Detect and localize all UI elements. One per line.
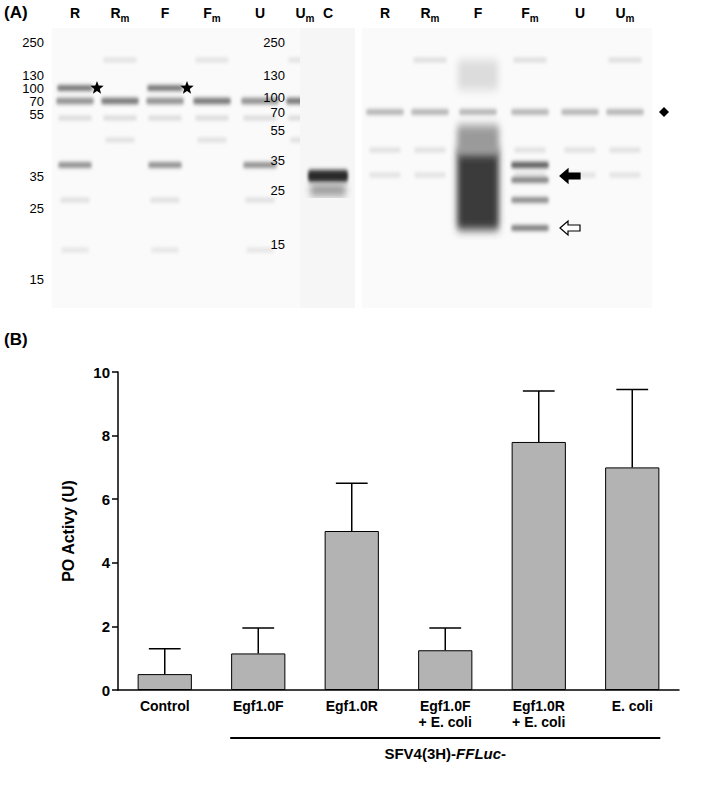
svg-text:PO Activy (U): PO Activy (U)	[60, 480, 77, 582]
svg-text:10: 10	[93, 364, 110, 381]
svg-text:Um: Um	[295, 5, 314, 24]
svg-text:Rm: Rm	[110, 5, 129, 24]
svg-text:100: 100	[263, 90, 285, 105]
svg-text:C: C	[323, 5, 333, 21]
svg-text:Control: Control	[140, 698, 190, 714]
svg-text:0: 0	[102, 682, 110, 699]
svg-text:U: U	[575, 5, 585, 21]
svg-text:130: 130	[22, 68, 44, 83]
svg-text:Rm: Rm	[420, 5, 439, 24]
svg-text:Egf1.0R: Egf1.0R	[513, 698, 565, 714]
svg-text:55: 55	[271, 123, 285, 138]
svg-text:(B): (B)	[4, 330, 28, 349]
svg-text:25: 25	[271, 183, 285, 198]
svg-text:R: R	[380, 5, 390, 21]
svg-text:70: 70	[29, 94, 44, 109]
svg-text:+ E. coli: + E. coli	[512, 714, 565, 730]
svg-text:-: -	[501, 745, 506, 762]
svg-text:R: R	[70, 5, 80, 21]
svg-text:4: 4	[102, 554, 111, 571]
svg-text:+ E. coli: + E. coli	[419, 714, 472, 730]
svg-text:Fm: Fm	[521, 5, 539, 24]
svg-text:130: 130	[263, 68, 285, 83]
svg-text:55: 55	[30, 107, 44, 122]
svg-text:Egf1.0F: Egf1.0F	[233, 698, 284, 714]
svg-text:70: 70	[271, 105, 285, 120]
svg-text:Um: Um	[615, 5, 634, 24]
svg-text:250: 250	[263, 35, 285, 50]
svg-text:15: 15	[30, 272, 44, 287]
svg-text:SFV4(3H)-: SFV4(3H)-	[384, 745, 456, 762]
svg-text:250: 250	[22, 35, 44, 50]
svg-text:6: 6	[102, 491, 110, 508]
svg-text:U: U	[255, 5, 265, 21]
svg-text:100: 100	[22, 81, 44, 96]
svg-text:FFLuc: FFLuc	[456, 745, 502, 762]
svg-text:Egf1.0R: Egf1.0R	[326, 698, 378, 714]
svg-text:2: 2	[102, 618, 110, 635]
svg-text:15: 15	[271, 237, 285, 252]
svg-text:8: 8	[102, 427, 110, 444]
svg-text:F: F	[474, 5, 483, 21]
svg-text:Fm: Fm	[203, 5, 221, 24]
svg-text:(A): (A)	[4, 3, 28, 22]
svg-text:25: 25	[30, 201, 44, 216]
svg-text:35: 35	[271, 153, 285, 168]
svg-text:F: F	[161, 5, 170, 21]
svg-text:35: 35	[30, 169, 44, 184]
svg-text:Egf1.0F: Egf1.0F	[420, 698, 471, 714]
svg-text:E. coli: E. coli	[612, 698, 653, 714]
